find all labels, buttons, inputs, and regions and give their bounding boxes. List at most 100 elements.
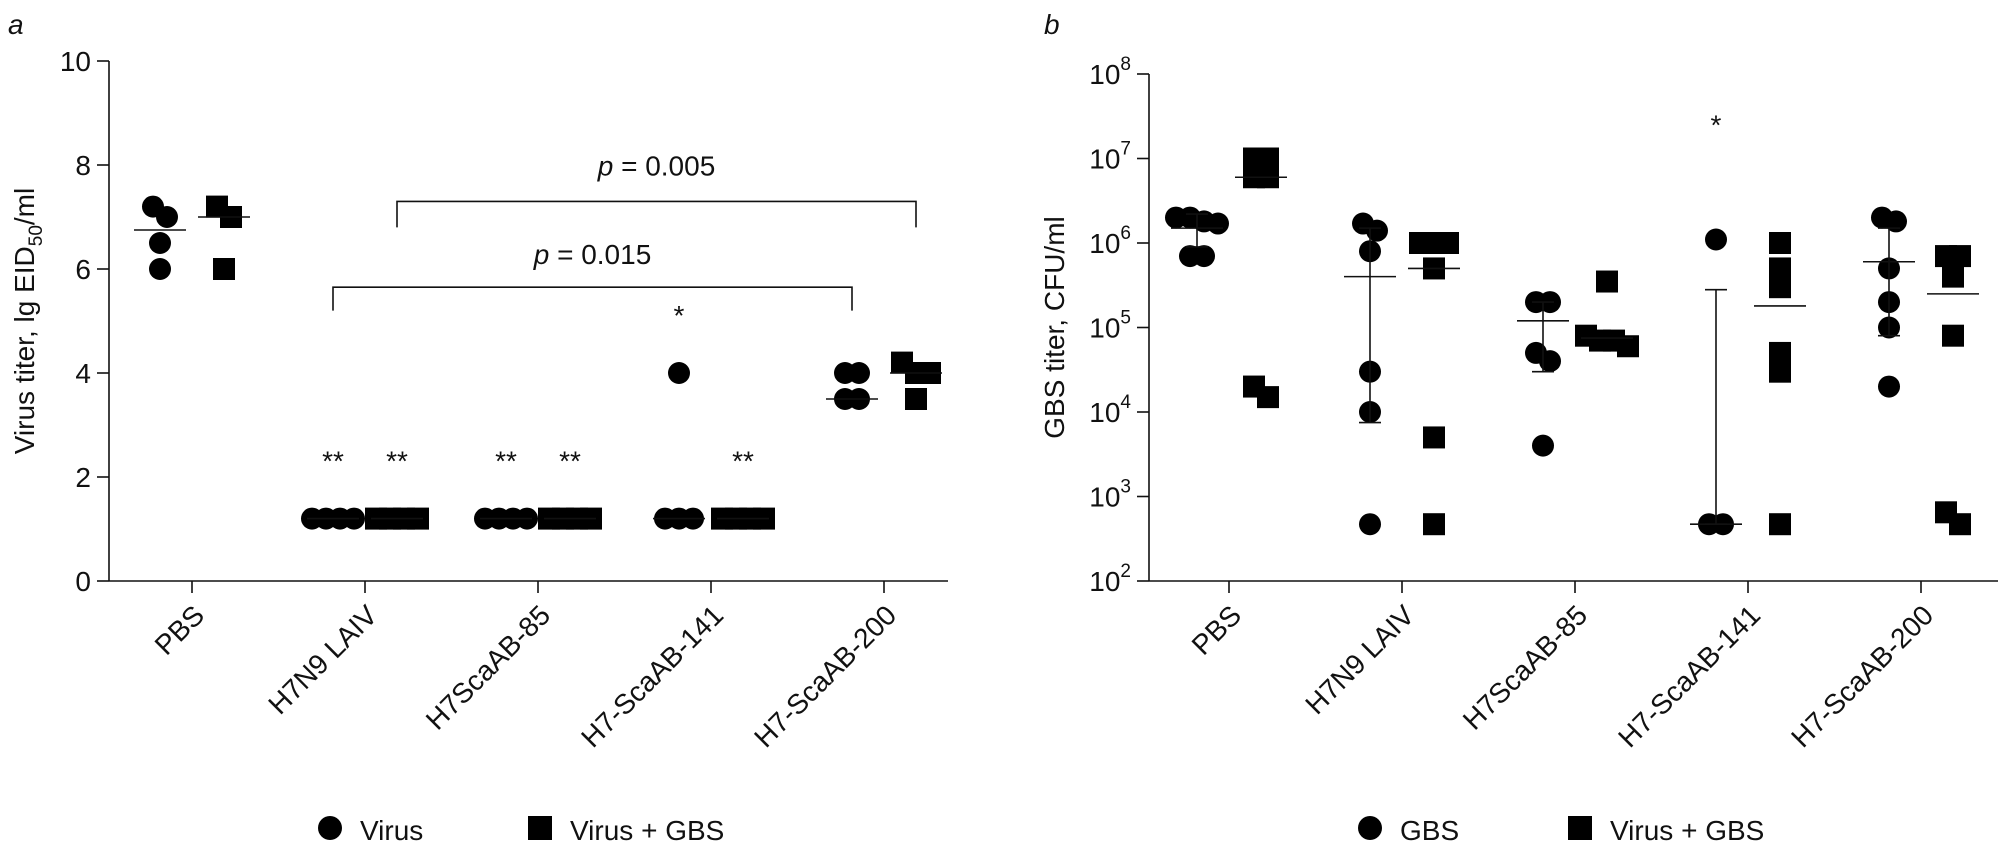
y-axis-title-part: 50 [26,225,47,246]
y-tick-exp: 5 [1120,308,1131,329]
y-tick-exp: 3 [1120,477,1131,498]
data-point [1949,513,1971,536]
y-tick-exp: 7 [1120,139,1131,160]
data-point [1885,210,1907,233]
data-point [1769,276,1791,299]
error-bar [1878,227,1900,337]
legend-label: Virus + GBS [1610,815,1764,846]
x-tick-label: PBS [149,599,211,661]
data-point [1257,386,1279,409]
x-tick-label: H7-ScaAB-200 [1785,599,1939,753]
y-tick-base: 10 [1089,59,1120,90]
legend-label: Virus [360,815,423,846]
y-tick-label: 0 [75,566,91,597]
legend-label: GBS [1400,815,1459,846]
y-tick-base: 10 [1089,228,1120,259]
y-axis-title-part: /ml [9,188,40,225]
y-tick-base: 10 [1089,482,1120,513]
legend-marker [1358,816,1382,840]
data-point [1878,375,1900,398]
y-tick-base: 10 [1089,144,1120,175]
y-tick-label: 106 [1089,223,1131,259]
y-axis-title-part: GBS titer, CFU/ml [1039,216,1070,438]
data-point [1193,245,1215,268]
data-point [1705,228,1727,251]
data-point [1942,324,1964,347]
error-bar [1532,301,1554,373]
y-tick-base: 10 [1089,566,1120,597]
error-bar [1705,288,1727,526]
significance-bracket [332,286,853,311]
data-point [1596,270,1618,293]
data-point [149,232,171,254]
y-tick-label: 105 [1089,308,1131,344]
x-tick-label: PBS [1186,599,1248,661]
legend-marker [1568,816,1592,840]
x-tick-label: H7-ScaAB-141 [1612,599,1766,753]
x-tick-label: H7ScaAB-85 [420,599,556,735]
data-point [905,388,927,410]
y-axis-title: GBS titer, CFU/ml [1039,216,1070,438]
data-point [213,258,235,280]
y-tick-label: 103 [1089,477,1131,513]
y-tick-label: 2 [75,462,91,493]
y-tick-base: 10 [1089,313,1120,344]
y-tick-exp: 2 [1120,561,1131,582]
legend-marker [318,816,342,840]
data-point [1366,219,1388,242]
legend-label: Virus + GBS [570,815,724,846]
data-point [1532,434,1554,457]
x-tick-label: H7-ScaAB-200 [748,599,902,753]
data-point [1769,232,1791,254]
y-tick-exp: 8 [1120,54,1131,75]
y-tick-label: 102 [1089,561,1131,597]
data-point [1769,341,1791,364]
significance-mark: ** [322,446,344,477]
data-point [1949,245,1971,268]
data-point [149,258,171,280]
panel-label: b [1044,9,1060,40]
y-tick-exp: 4 [1120,392,1131,413]
significance-mark: ** [559,446,581,477]
y-axis-title: Virus titer, lg EID50/ml [9,188,47,454]
y-tick-exp: 6 [1120,223,1131,244]
y-tick-base: 10 [1089,397,1120,428]
data-point [1423,426,1445,449]
y-tick-label: 8 [75,150,91,181]
significance-mark: * [1711,110,1722,141]
y-tick-label: 107 [1089,139,1131,175]
significance-mark: ** [386,446,408,477]
data-point [1257,147,1279,170]
significance-bracket [396,200,917,228]
data-point [1539,350,1561,373]
data-point [1769,257,1791,280]
data-point [1359,513,1381,536]
data-point [1769,513,1791,536]
y-tick-label: 6 [75,254,91,285]
data-point [848,362,870,384]
data-point [1437,232,1459,254]
x-tick-label: H7ScaAB-85 [1457,599,1593,735]
bracket-label: p = 0.015 [533,239,652,270]
data-point [668,362,690,384]
x-tick-label: H7N9 LAIV [1299,599,1420,720]
y-tick-label: 10 [60,46,91,77]
bracket-label: p = 0.005 [597,150,716,181]
y-tick-label: 108 [1089,54,1131,90]
legend-marker [528,816,552,840]
data-point [1207,212,1229,235]
significance-mark: * [674,300,685,331]
significance-mark: ** [732,446,754,477]
x-tick-label: H7-ScaAB-141 [575,599,729,753]
data-point [1769,360,1791,383]
data-point [1423,513,1445,536]
panel-label: a [8,9,24,40]
y-axis-title-part: Virus titer, lg EID [9,246,40,454]
data-point [1942,265,1964,288]
data-point [156,206,178,228]
y-tick-label: 104 [1089,392,1131,428]
significance-mark: ** [495,446,517,477]
x-tick-label: H7N9 LAIV [262,599,383,720]
y-tick-label: 4 [75,358,91,389]
